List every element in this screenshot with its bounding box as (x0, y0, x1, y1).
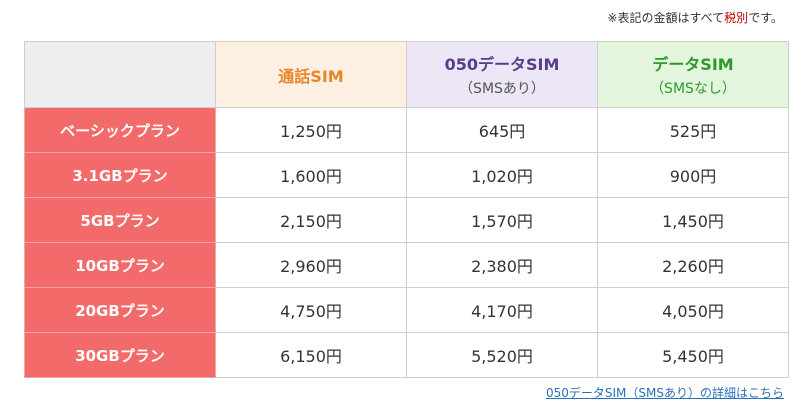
header-data-sim: データSIM （SMSなし） (597, 41, 789, 108)
price-cell: 4,170円 (406, 287, 598, 333)
price-cell: 2,380円 (406, 242, 598, 288)
price-cell: 900円 (597, 152, 789, 198)
050-data-sim-details-link[interactable]: 050データSIM（SMSあり）の詳細はこちら (545, 386, 784, 400)
price-cell: 2,260円 (597, 242, 789, 288)
tax-note-emphasis: 税別 (724, 11, 749, 25)
tax-note-prefix: ※表記の金額はすべて (607, 11, 725, 25)
price-cell: 5,450円 (597, 332, 789, 378)
price-cell: 645円 (406, 107, 598, 153)
table-row: 3.1GBプラン 1,600円 1,020円 900円 (24, 152, 789, 198)
price-cell: 5,520円 (406, 332, 598, 378)
price-table: 通話SIM 050データSIM （SMSあり） データSIM （SMSなし） ベ… (24, 41, 789, 378)
plan-label: 5GBプラン (24, 197, 216, 243)
plan-label: 30GBプラン (24, 332, 216, 378)
price-cell: 1,600円 (215, 152, 407, 198)
table-row: 10GBプラン 2,960円 2,380円 2,260円 (24, 242, 789, 288)
header-050-data-sim-sub: （SMSあり） (459, 81, 545, 97)
price-cell: 1,450円 (597, 197, 789, 243)
table-row: ベーシックプラン 1,250円 645円 525円 (24, 107, 789, 153)
plan-label: 3.1GBプラン (24, 152, 216, 198)
table-row: 30GBプラン 6,150円 5,520円 5,450円 (24, 332, 789, 378)
header-data-sim-title: データSIM (652, 55, 734, 74)
tax-note-suffix: です。 (748, 11, 783, 25)
header-data-sim-sub: （SMSなし） (650, 81, 736, 97)
price-cell: 4,750円 (215, 287, 407, 333)
table-row: 20GBプラン 4,750円 4,170円 4,050円 (24, 287, 789, 333)
price-cell: 4,050円 (597, 287, 789, 333)
header-call-sim: 通話SIM (215, 41, 407, 108)
header-050-data-sim-title: 050データSIM (444, 55, 560, 74)
price-cell: 2,960円 (215, 242, 407, 288)
header-row: 通話SIM 050データSIM （SMSあり） データSIM （SMSなし） (24, 41, 789, 108)
header-call-sim-title: 通話SIM (278, 66, 344, 86)
table-row: 5GBプラン 2,150円 1,570円 1,450円 (24, 197, 789, 243)
plan-label: ベーシックプラン (24, 107, 216, 153)
header-050-data-sim: 050データSIM （SMSあり） (406, 41, 598, 108)
plan-label: 10GBプラン (24, 242, 216, 288)
header-corner (24, 41, 216, 108)
price-cell: 1,570円 (406, 197, 598, 243)
price-cell: 1,020円 (406, 152, 598, 198)
price-cell: 525円 (597, 107, 789, 153)
tax-note: ※表記の金額はすべて税別です。 (607, 9, 783, 26)
price-cell: 2,150円 (215, 197, 407, 243)
price-cell: 6,150円 (215, 332, 407, 378)
price-cell: 1,250円 (215, 107, 407, 153)
plan-label: 20GBプラン (24, 287, 216, 333)
